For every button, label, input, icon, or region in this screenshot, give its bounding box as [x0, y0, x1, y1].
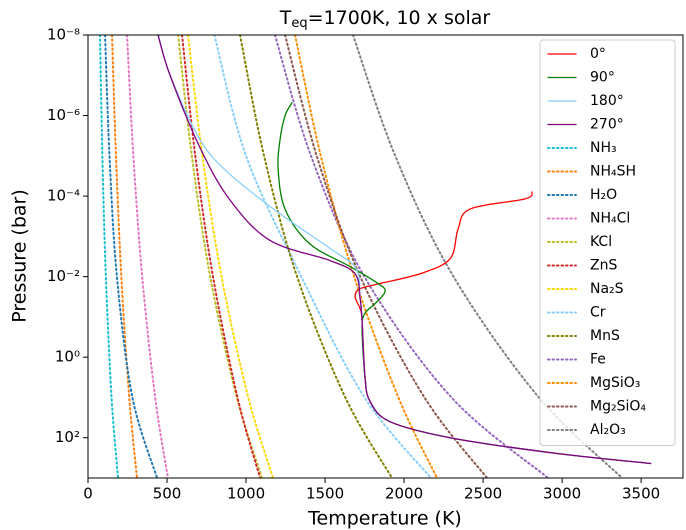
- series-line: [284, 35, 489, 478]
- x-axis-label: Temperature (K): [307, 508, 462, 530]
- legend-label: MgSiO₃: [590, 375, 640, 391]
- series-line: [104, 35, 159, 478]
- legend-label: NH₃: [590, 140, 617, 156]
- series-line: [157, 35, 652, 465]
- x-tick-label: 3500: [622, 485, 660, 503]
- y-tick-label: 10⁻²: [47, 267, 80, 285]
- legend-label: 270°: [590, 117, 624, 133]
- chart-title: Teq=1700K, 10 x solar: [279, 7, 491, 31]
- legend-label: NH₄SH: [590, 164, 636, 180]
- y-axis-label: Pressure (bar): [9, 189, 31, 323]
- y-tick-label: 10⁰: [55, 348, 80, 366]
- title-part: =1700K, 10 x solar: [308, 7, 491, 29]
- x-tick-label: 2000: [385, 485, 423, 503]
- plot-area: [99, 35, 652, 478]
- series-line: [181, 35, 262, 478]
- title-part: T: [279, 7, 292, 29]
- series-line: [177, 35, 263, 478]
- series-line: [273, 35, 550, 478]
- legend-label: 90°: [590, 70, 615, 86]
- y-tick-label: 10⁻⁴: [47, 187, 80, 205]
- x-tick-label: 500: [153, 485, 182, 503]
- x-tick-label: 1000: [227, 485, 265, 503]
- axes-frame: [87, 34, 684, 479]
- legend-label: NH₄Cl: [590, 211, 630, 227]
- legend-label: Fe: [590, 352, 606, 368]
- title-subscript: eq: [291, 16, 307, 31]
- legend-label: Al₂O₃: [590, 422, 626, 438]
- legend-label: H₂O: [590, 187, 617, 203]
- x-tick-label: 2500: [464, 485, 502, 503]
- series-line: [294, 35, 439, 478]
- series-line: [99, 35, 120, 478]
- legend-label: ZnS: [590, 258, 617, 274]
- y-tick-label: 10⁻⁸: [47, 26, 80, 44]
- legend-label: Na₂S: [590, 281, 624, 297]
- series-line: [126, 35, 169, 478]
- legend-label: Mg₂SiO₄: [590, 399, 646, 415]
- x-tick-label: 1500: [306, 485, 344, 503]
- y-tick-label: 10⁻⁶: [47, 106, 80, 124]
- x-tick-label: 0: [83, 485, 93, 503]
- legend-box: [539, 39, 676, 446]
- y-tick-label: 10²: [55, 428, 80, 446]
- x-tick-label: 3000: [543, 485, 581, 503]
- series-line: [111, 35, 138, 478]
- legend-label: 0°: [590, 46, 606, 62]
- series-line: [187, 35, 275, 478]
- legend-label: MnS: [590, 328, 620, 344]
- series-line: [213, 35, 432, 478]
- legend-label: Cr: [590, 305, 606, 321]
- legend-label: KCl: [590, 234, 612, 250]
- series-line: [239, 35, 394, 478]
- legend-label: 180°: [590, 93, 624, 109]
